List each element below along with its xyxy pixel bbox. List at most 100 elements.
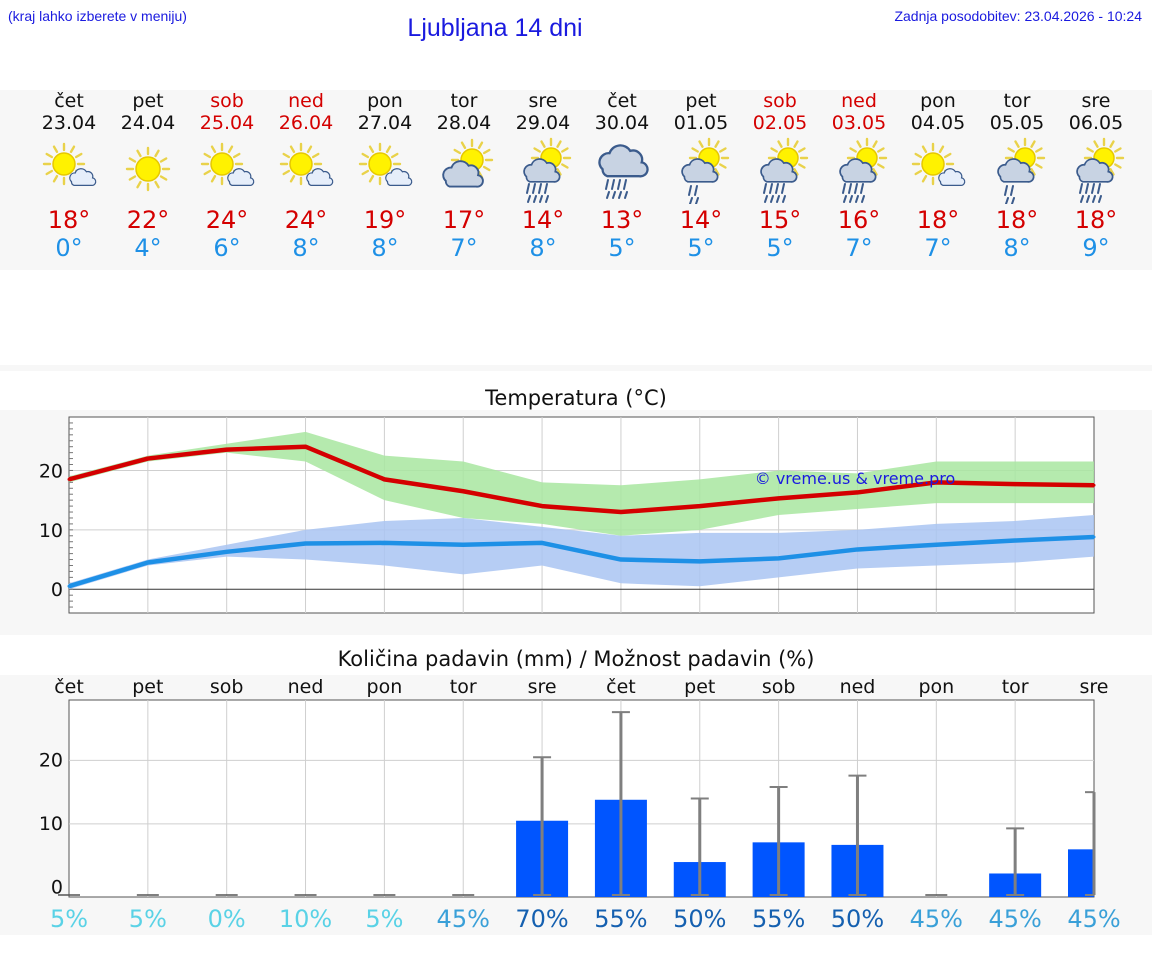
- day-high-temp: 19°: [363, 206, 407, 234]
- sun-ray: [311, 152, 320, 159]
- data-point: [934, 543, 938, 547]
- sun-ray: [793, 168, 799, 176]
- rain-drop: [1092, 195, 1096, 203]
- day-low-temp: 7°: [450, 234, 478, 262]
- rain-drop: [1086, 195, 1090, 203]
- rain-drop: [606, 191, 610, 199]
- sun-ray: [210, 145, 217, 154]
- sun-ray: [556, 168, 562, 176]
- rain-drop: [1098, 195, 1102, 203]
- partly-cloudy-icon: [442, 138, 494, 188]
- data-point: [934, 480, 938, 484]
- precip-probability-label: 45%: [1067, 905, 1120, 933]
- data-point: [619, 510, 623, 514]
- sun-ray: [136, 149, 142, 158]
- day-forecast: pon 27.04 19° 8°: [345, 90, 425, 262]
- day-low-temp: 7°: [845, 234, 873, 262]
- sun-ray: [877, 147, 885, 153]
- day-low-temp: 8°: [1003, 234, 1031, 262]
- rain-drop: [1097, 183, 1101, 194]
- sun-ray: [128, 157, 137, 163]
- day-high-temp: 18°: [1074, 206, 1118, 234]
- day-high-temp: 14°: [521, 206, 565, 234]
- precip-probability-label: 0%: [208, 905, 246, 933]
- sun-ray: [74, 152, 83, 159]
- sun-cloud-rain-icon: [523, 137, 572, 203]
- day-forecast: pon 04.05 18° 7°: [898, 90, 978, 262]
- data-point: [777, 496, 781, 500]
- sun-cloud-rain-icon: [1076, 137, 1125, 203]
- x-category-label: čet: [54, 676, 84, 698]
- data-point: [304, 445, 308, 449]
- sun-ray: [1035, 147, 1043, 153]
- day-low-temp: 6°: [213, 234, 241, 262]
- day-weekday: ned: [288, 90, 324, 112]
- rain-drop: [532, 183, 536, 194]
- max-temp-band: [69, 431, 1094, 536]
- precip-probability-label: 5%: [129, 905, 167, 933]
- plot-area: [68, 699, 1095, 898]
- sun-ray: [232, 152, 241, 159]
- day-low-temp: 5°: [608, 234, 636, 262]
- cloud-rain-icon: [598, 144, 649, 199]
- cloud-shape: [227, 168, 255, 186]
- day-low-temp: 4°: [134, 234, 162, 262]
- day-date: 29.04: [515, 112, 571, 134]
- data-point: [698, 504, 702, 508]
- precip-probability-label: 45%: [910, 905, 963, 933]
- divider: [0, 365, 1152, 371]
- data-point: [461, 543, 465, 547]
- rain-drop: [855, 195, 859, 203]
- sun-ray: [872, 168, 878, 176]
- sun-ray: [1007, 147, 1015, 153]
- rain-drop: [624, 191, 628, 199]
- sun-ray: [282, 152, 291, 159]
- day-forecast: pet 01.05 14° 5°: [661, 90, 741, 262]
- day-high-temp: 14°: [679, 206, 723, 234]
- sun-cloud-icon: [911, 142, 966, 186]
- sun-ray: [856, 140, 862, 148]
- cloud-shape: [598, 144, 649, 178]
- cloud-shape: [385, 168, 413, 186]
- sun-ray: [877, 163, 885, 169]
- sun-cloud-rain-icon: [760, 137, 809, 203]
- sun-ray: [154, 149, 160, 158]
- rain-drop: [854, 183, 858, 194]
- sun-ray: [1030, 168, 1036, 176]
- x-category-label: sob: [762, 676, 796, 698]
- rain-drop: [544, 183, 548, 194]
- cloud-shape: [839, 158, 877, 183]
- sun-ray: [289, 145, 296, 154]
- sun-ray: [482, 148, 491, 155]
- day-low-temp: 8°: [371, 234, 399, 262]
- sun-ray: [460, 141, 467, 150]
- sun-cloud-light-rain-icon: [681, 137, 730, 204]
- sun-ray: [45, 169, 54, 176]
- cloud: [385, 168, 413, 186]
- data-point: [777, 556, 781, 560]
- sun-ray: [136, 180, 142, 189]
- y-tick-label: 10: [39, 813, 63, 835]
- sun-ray: [561, 147, 569, 153]
- rain-drop: [623, 179, 627, 190]
- cloud-shape: [760, 158, 798, 183]
- data-point: [146, 561, 150, 565]
- sun-ray: [1109, 140, 1115, 148]
- sun-disc: [368, 152, 392, 176]
- sun-cloud-rain-icon: [839, 137, 888, 203]
- rain-drop: [770, 195, 774, 203]
- sun-ray: [921, 174, 928, 183]
- data-point: [67, 477, 71, 481]
- rain-drop: [539, 195, 543, 203]
- day-date: 23.04: [41, 112, 97, 134]
- sun-ray: [849, 147, 857, 153]
- sun-ray: [561, 163, 569, 169]
- data-point: [540, 541, 544, 545]
- data-point: [1013, 539, 1017, 543]
- day-weekday: tor: [450, 90, 478, 112]
- last-updated: Zadnja posodobitev: 23.04.2026 - 10:24: [894, 8, 1142, 24]
- day-date: 04.05: [910, 112, 966, 134]
- day-forecast: sob 02.05 15° 5°: [740, 90, 820, 262]
- sun-cloud-icon: [200, 142, 255, 186]
- cloud-shape: [997, 158, 1035, 183]
